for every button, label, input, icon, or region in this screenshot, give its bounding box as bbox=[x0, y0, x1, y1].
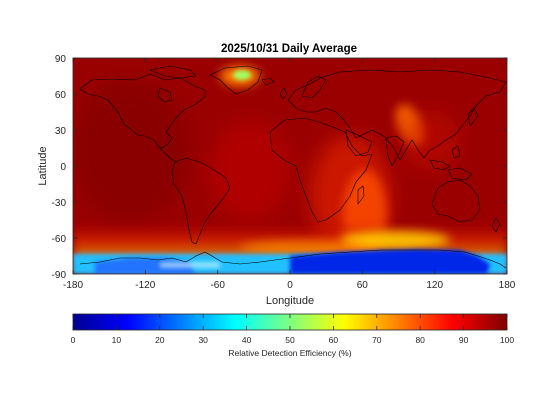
colorbar-label: Relative Detection Efficiency (%) bbox=[228, 348, 351, 358]
coastline-india bbox=[385, 135, 405, 167]
colorbar-tick-label: 0 bbox=[71, 335, 76, 345]
detection-efficiency-field bbox=[73, 58, 507, 274]
x-tick-label: -180 bbox=[63, 280, 83, 291]
colorbar-tick-label: 40 bbox=[242, 335, 252, 345]
field-south-indian-yellow bbox=[340, 231, 450, 249]
x-tick-labels: -180 -120 -60 0 60 120 180 bbox=[63, 280, 516, 291]
y-tick-label: -30 bbox=[52, 198, 67, 209]
colorbar-tick-label: 80 bbox=[415, 335, 425, 345]
field-atlantic-shade bbox=[210, 120, 290, 220]
field-antarctic-white bbox=[160, 262, 220, 268]
colorbar-tick-marks bbox=[72, 314, 508, 330]
coastline-british-isles bbox=[279, 87, 288, 100]
x-tick-marks bbox=[72, 58, 508, 274]
y-tick-label: 90 bbox=[55, 54, 67, 65]
y-tick-label: -60 bbox=[52, 234, 67, 245]
coastline-scandinavia bbox=[301, 75, 327, 99]
y-tick-marks bbox=[73, 57, 507, 275]
field-antarctic-east-blue bbox=[290, 249, 490, 274]
y-tick-label: 0 bbox=[60, 162, 66, 173]
coastlines bbox=[79, 65, 507, 269]
colorbar-tick-label: 30 bbox=[198, 335, 208, 345]
coastline-southeast-asia-islands bbox=[429, 145, 473, 181]
field-south-atlantic-orange bbox=[240, 241, 360, 255]
coastline-hudson-bay bbox=[157, 87, 173, 103]
field-pacific-shade bbox=[73, 80, 190, 220]
coastline-japan bbox=[467, 107, 479, 127]
x-tick-label: -60 bbox=[210, 280, 225, 291]
colorbar-tick-label: 90 bbox=[459, 335, 469, 345]
colorbar: 0 10 20 30 40 50 60 70 80 90 100 Relativ… bbox=[71, 313, 514, 358]
coastline-greenland bbox=[209, 65, 263, 95]
coastline-eurasia bbox=[287, 69, 507, 161]
field-east-asia bbox=[400, 110, 460, 170]
coastline-canadian-islands bbox=[149, 65, 197, 79]
x-tick-label: -120 bbox=[135, 280, 155, 291]
x-tick-label: 0 bbox=[287, 280, 293, 291]
colorbar-tick-label: 50 bbox=[285, 335, 295, 345]
colorbar-tick-label: 100 bbox=[500, 335, 514, 345]
chart-title: 2025/10/31 Daily Average bbox=[221, 43, 357, 55]
coastline-australia bbox=[431, 179, 481, 223]
x-axis-label: Longitude bbox=[266, 295, 314, 307]
y-tick-label: -90 bbox=[52, 270, 67, 281]
coastline-arabia bbox=[345, 129, 373, 157]
map-axes bbox=[72, 57, 508, 275]
coastline-madagascar bbox=[357, 185, 365, 205]
coastline-central-america bbox=[157, 145, 177, 163]
colorbar-tick-label: 10 bbox=[112, 335, 122, 345]
y-axis-label: Latitude bbox=[37, 146, 49, 185]
y-tick-labels: 90 60 30 0 -30 -60 -90 bbox=[52, 54, 67, 281]
coastline-south-america bbox=[171, 157, 231, 245]
coastline-africa bbox=[269, 117, 373, 223]
field-greenland-core bbox=[233, 70, 251, 80]
x-tick-label: 180 bbox=[499, 280, 516, 291]
x-tick-label: 120 bbox=[426, 280, 443, 291]
coastline-north-america bbox=[79, 73, 206, 149]
coastline-iceland bbox=[261, 77, 275, 86]
x-tick-label: 60 bbox=[357, 280, 369, 291]
colorbar-tick-label: 70 bbox=[372, 335, 382, 345]
colorbar-tick-label: 60 bbox=[329, 335, 339, 345]
coastline-antarctica bbox=[79, 249, 507, 269]
y-tick-label: 60 bbox=[55, 90, 67, 101]
y-tick-label: 30 bbox=[55, 126, 67, 137]
colorbar-tick-label: 20 bbox=[155, 335, 165, 345]
coastline-new-zealand bbox=[491, 217, 501, 233]
